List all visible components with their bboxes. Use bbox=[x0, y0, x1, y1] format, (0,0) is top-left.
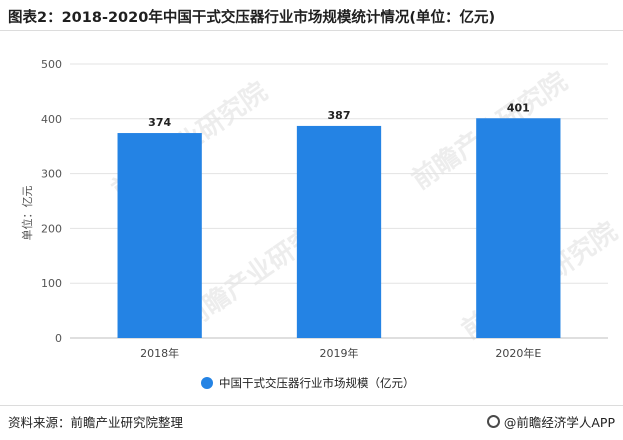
y-axis-label: 单位：亿元 bbox=[20, 186, 34, 241]
y-tick-label: 100 bbox=[41, 277, 62, 290]
bars: 374 387 401 bbox=[117, 101, 561, 338]
footer-divider bbox=[0, 405, 623, 406]
bar bbox=[296, 125, 382, 338]
brand-credit: @前瞻经济学人APP bbox=[486, 412, 615, 431]
x-tick-label: 2019年 bbox=[320, 346, 359, 360]
bar bbox=[117, 133, 202, 338]
x-tick-label: 2020年E bbox=[495, 346, 541, 360]
brand-text: @前瞻经济学人APP bbox=[503, 415, 615, 430]
bar-chart: 前瞻产业研究院 前瞻产业研究院 前瞻产业研究院 前瞻产业研究院 01002003… bbox=[20, 58, 623, 390]
title-divider bbox=[0, 30, 623, 31]
chart-title: 图表2：2018-2020年中国干式交压器行业市场规模统计情况(单位：亿元) bbox=[8, 10, 496, 26]
brand-logo-icon bbox=[486, 415, 500, 428]
y-tick-label: 0 bbox=[55, 332, 62, 345]
y-tick-label: 300 bbox=[41, 168, 62, 181]
data-label: 401 bbox=[507, 101, 530, 114]
y-tick-label: 400 bbox=[41, 113, 62, 126]
legend-label: 中国干式交压器行业市场规模（亿元） bbox=[219, 376, 415, 390]
y-axis-ticks: 0 100 200 300 400 500 bbox=[41, 58, 62, 345]
x-tick-label: 2018年 bbox=[140, 346, 179, 360]
y-tick-label: 500 bbox=[41, 58, 62, 71]
legend-swatch bbox=[201, 377, 213, 389]
bar bbox=[476, 118, 561, 338]
y-tick-label: 200 bbox=[41, 222, 62, 235]
data-label: 387 bbox=[328, 109, 351, 122]
legend: 中国干式交压器行业市场规模（亿元） bbox=[201, 376, 415, 390]
x-axis-ticks: 2018年 2019年 2020年E bbox=[140, 346, 541, 360]
data-label: 374 bbox=[148, 116, 171, 129]
source-note: 资料来源：前瞻产业研究院整理 bbox=[8, 415, 184, 430]
